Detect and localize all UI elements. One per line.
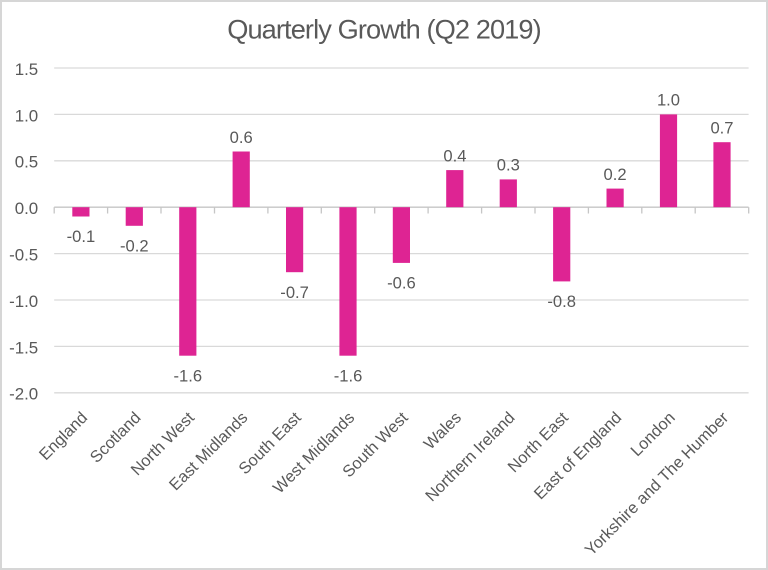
svg-text:-1.6: -1.6 — [334, 366, 363, 385]
svg-text:-1.5: -1.5 — [9, 338, 38, 357]
svg-text:0.6: 0.6 — [230, 128, 253, 147]
svg-text:1.0: 1.0 — [15, 106, 38, 125]
svg-text:-0.7: -0.7 — [280, 283, 309, 302]
svg-text:1.0: 1.0 — [657, 91, 680, 110]
svg-text:-2.0: -2.0 — [9, 385, 38, 404]
svg-text:0.4: 0.4 — [443, 146, 466, 165]
svg-text:-1.6: -1.6 — [174, 366, 203, 385]
svg-text:0.0: 0.0 — [15, 199, 38, 218]
svg-text:-0.8: -0.8 — [547, 292, 576, 311]
svg-text:0.5: 0.5 — [15, 153, 38, 172]
svg-text:-0.5: -0.5 — [9, 246, 38, 265]
svg-text:0.3: 0.3 — [497, 156, 520, 175]
svg-text:0.7: 0.7 — [710, 119, 733, 138]
svg-text:-0.1: -0.1 — [67, 227, 96, 246]
svg-text:-0.6: -0.6 — [387, 274, 416, 293]
svg-text:-1.0: -1.0 — [9, 292, 38, 311]
svg-text:-0.2: -0.2 — [120, 237, 149, 256]
svg-text:1.5: 1.5 — [15, 60, 38, 79]
svg-text:Quarterly Growth (Q2 2019): Quarterly Growth (Q2 2019) — [227, 14, 541, 45]
svg-text:0.2: 0.2 — [604, 165, 627, 184]
